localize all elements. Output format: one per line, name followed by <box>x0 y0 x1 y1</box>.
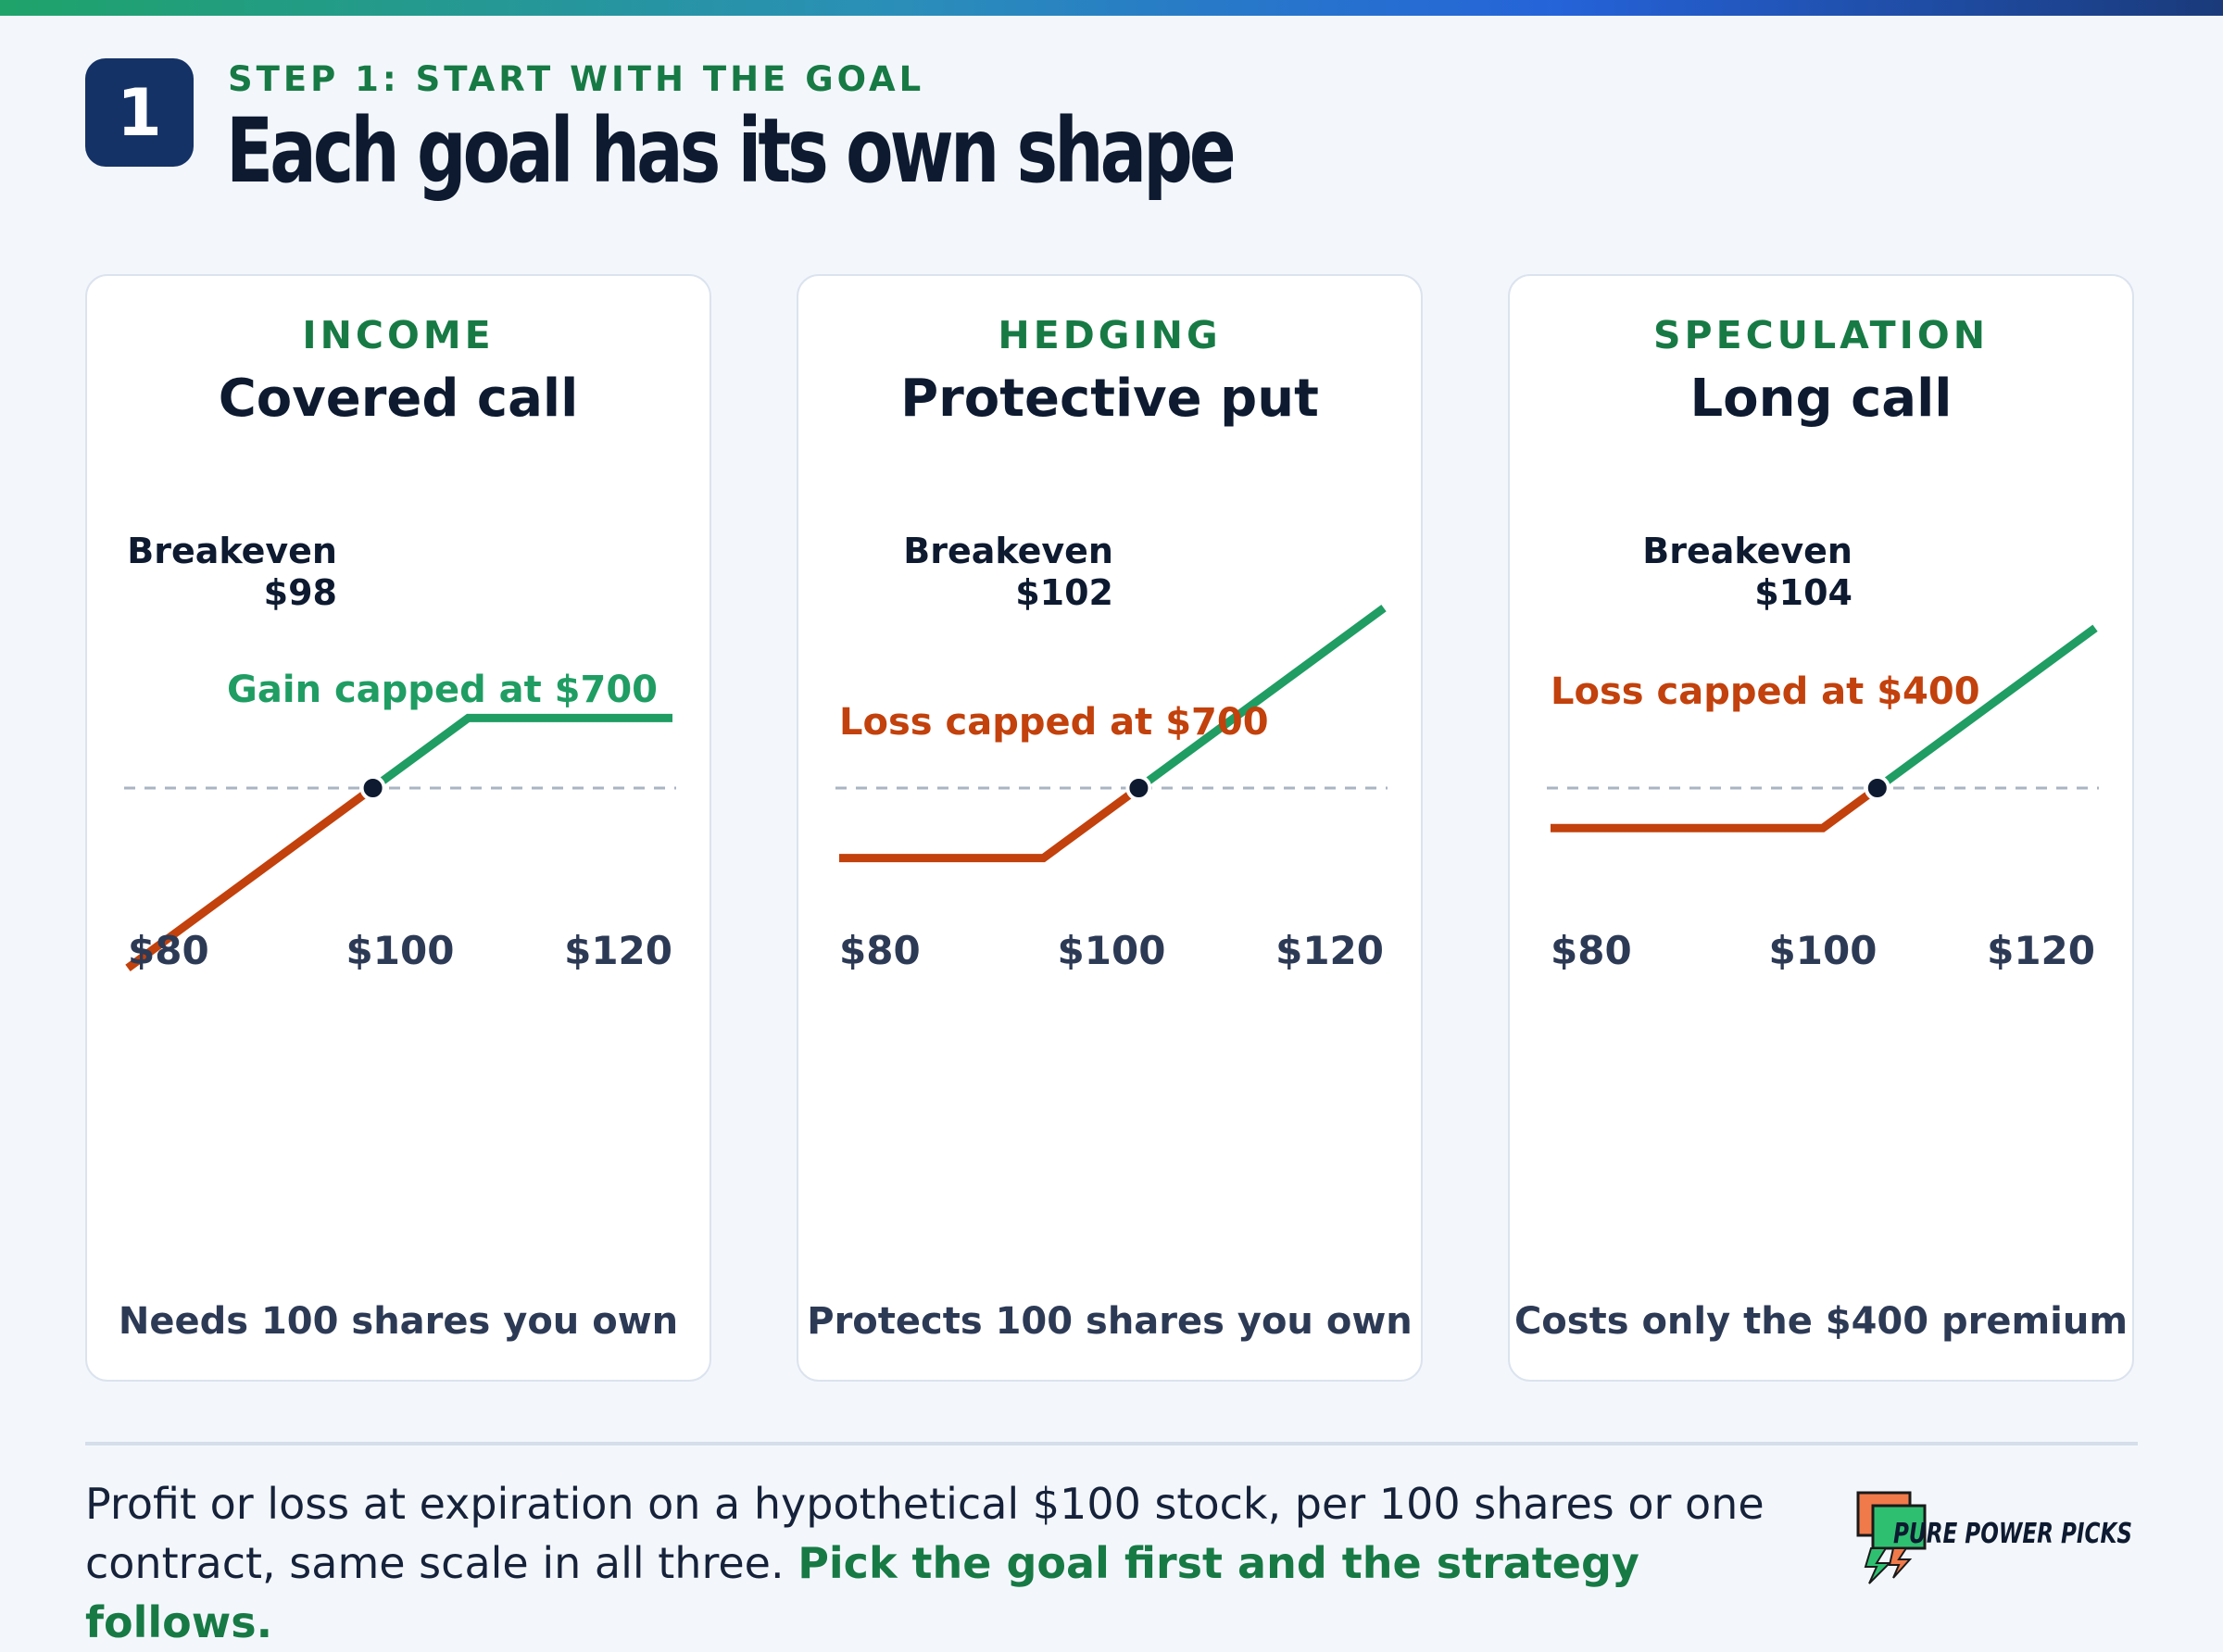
x-tick-label: $100 <box>1058 928 1166 973</box>
breakeven-label: Breakeven <box>903 531 1113 571</box>
card-goal-label: SPECULATION <box>1652 313 1990 357</box>
cap-annotation: Loss capped at $700 <box>839 701 1269 744</box>
x-tick-label: $120 <box>1275 928 1384 973</box>
logo-green-block <box>1871 1504 1927 1550</box>
x-tick-label: $80 <box>839 928 921 973</box>
card-strategy-title: Covered call <box>218 369 579 429</box>
x-tick-label: $100 <box>346 928 455 973</box>
top-gradient-bar <box>0 0 2223 16</box>
card-goal-label: INCOME <box>302 313 495 357</box>
brand-logo: PURE POWER PICKS <box>1856 1491 2132 1584</box>
breakeven-value: $102 <box>1015 572 1113 613</box>
gain-segment-line <box>1875 624 2098 792</box>
caption-text: Profit or loss at expiration on a hypoth… <box>85 1479 1765 1588</box>
step-number-badge: 1 <box>85 58 194 167</box>
gain-segment-line <box>370 713 672 792</box>
loss-segment-line <box>839 784 1142 863</box>
card-note: Protects 100 shares you own <box>807 1300 1413 1343</box>
breakeven-dot <box>1864 775 1890 801</box>
breakeven-label: Breakeven <box>1642 531 1852 571</box>
card-strategy-title: Protective put <box>900 369 1319 429</box>
card-strategy-title: Long call <box>1689 369 1953 429</box>
card-hedging: HEDGING Protective put Breakeven $102 Loss… <box>797 274 1423 1382</box>
card-note: Needs 100 shares you own <box>118 1300 679 1343</box>
x-tick-label: $80 <box>1551 928 1632 973</box>
payoff-chart-covered-call: Breakeven$98 Gain capped at $700 $80 $100 $1… <box>124 531 676 973</box>
payoff-chart-long-call: Breakeven$104 Loss capped at $400 $80 $100 $… <box>1547 531 2099 973</box>
footer-divider <box>85 1442 2138 1446</box>
loss-segment-line <box>125 784 376 972</box>
card-speculation: SPECULATION Long call Breakeven $104 Loss … <box>1508 274 2134 1382</box>
footer-caption: Profit or loss at expiration on a hypoth… <box>85 1474 1808 1652</box>
payoff-chart-protective-put: Breakeven$102 Loss capped at $700 $80 $100 $… <box>835 531 1388 973</box>
breakeven-value: $98 <box>264 572 337 613</box>
x-tick-label: $100 <box>1769 928 1878 973</box>
gain-segment-line <box>1136 604 1387 792</box>
breakeven-label: Breakeven <box>127 531 337 571</box>
x-tick-label: $120 <box>1987 928 2095 973</box>
page-title: Each goal has its own shape <box>226 99 1237 203</box>
breakeven-value: $104 <box>1754 572 1852 613</box>
cap-annotation: Gain capped at $700 <box>227 669 658 711</box>
breakeven-dot <box>1125 775 1152 801</box>
breakeven-dot <box>359 775 386 801</box>
lightning-bolt-icon <box>1888 1547 1913 1579</box>
logo-text: PURE POWER PICKS <box>1893 1518 2132 1550</box>
card-goal-label: HEDGING <box>998 313 1222 357</box>
x-tick-label: $80 <box>128 928 209 973</box>
cap-annotation: Loss capped at $400 <box>1551 670 1980 713</box>
card-income: INCOME Covered call Breakeven $98 Gain cap… <box>85 274 711 1382</box>
lightning-bolt-icon <box>1864 1547 1892 1584</box>
loss-segment-line <box>1551 784 1880 832</box>
step-kicker: STEP 1: START WITH THE GOAL <box>228 59 925 99</box>
card-note: Costs only the $400 premium <box>1513 1300 2129 1343</box>
caption-highlight: Pick the goal first and the strategy fol… <box>85 1538 1639 1647</box>
x-tick-label: $120 <box>564 928 672 973</box>
